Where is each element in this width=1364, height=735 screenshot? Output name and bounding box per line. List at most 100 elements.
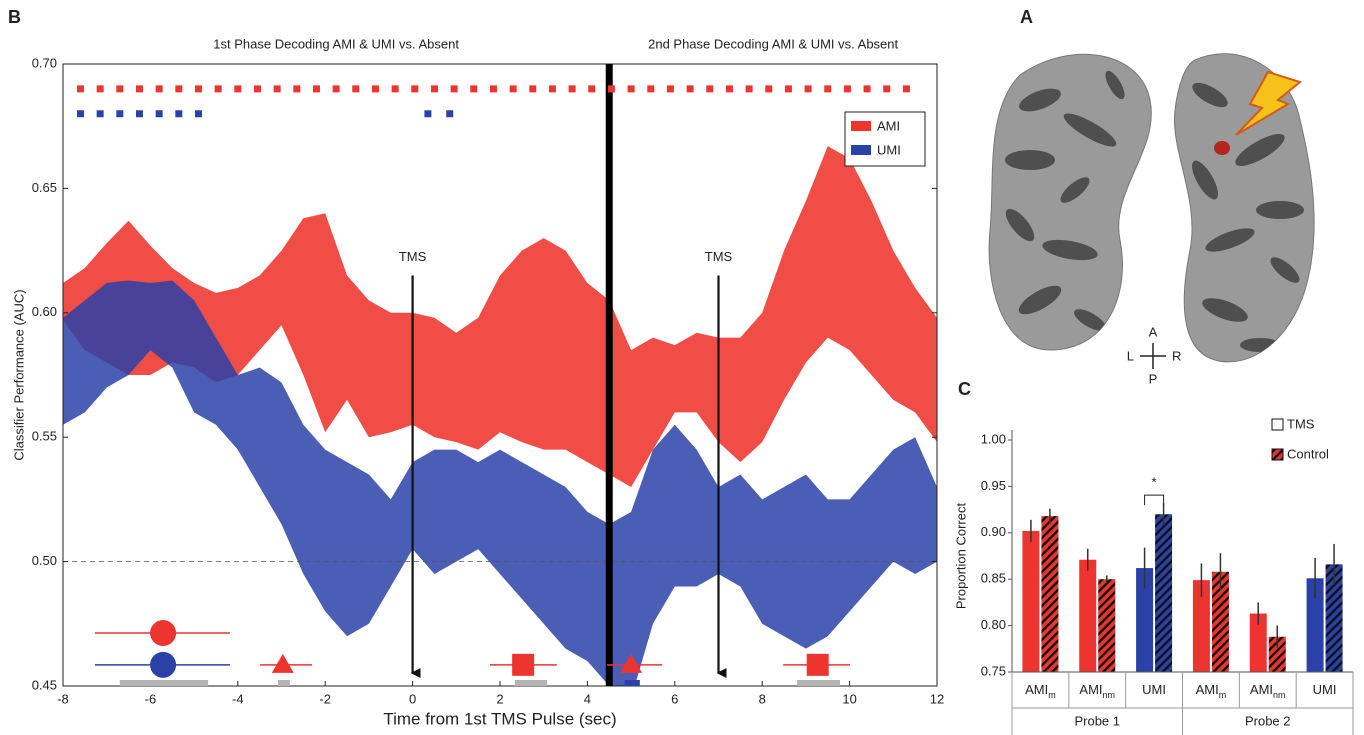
category-subscript: nm <box>1103 690 1116 700</box>
legend: AMI UMI <box>844 111 926 167</box>
range-bar <box>797 680 840 686</box>
category-name: AMI <box>1250 682 1273 697</box>
compass <box>1140 343 1166 369</box>
x-tick-label: -8 <box>57 691 69 706</box>
plot-area <box>63 146 937 686</box>
annotation: * <box>1152 475 1157 490</box>
significance-marker <box>863 85 871 93</box>
significance-marker <box>391 85 399 93</box>
significance-marker <box>588 85 596 93</box>
significance-marker <box>96 110 104 118</box>
significance-marker <box>824 85 832 93</box>
significance-marker <box>76 85 84 93</box>
x-tick-label: AMIm <box>1025 682 1056 700</box>
peak-marker <box>271 653 294 673</box>
significance-marker <box>784 85 792 93</box>
compass-label: L <box>1127 348 1134 363</box>
category-name: UMI <box>1142 682 1166 697</box>
range-bar <box>624 680 640 686</box>
y-tick-label: 0.50 <box>32 553 57 568</box>
x-tick-label: 0 <box>409 691 416 706</box>
y-axis-label: Proportion Correct <box>953 503 968 610</box>
significance-marker <box>175 85 183 93</box>
significance-marker <box>411 85 419 93</box>
significance-marker <box>194 85 202 93</box>
bar <box>1022 530 1040 672</box>
significance-marker <box>446 110 454 118</box>
y-tick-label: 0.45 <box>32 677 57 692</box>
tms-bolt <box>1235 70 1303 136</box>
significance-marker <box>902 85 910 93</box>
significance-marker <box>430 85 438 93</box>
sulci <box>1005 70 1125 331</box>
significance-bracket <box>1144 494 1165 506</box>
significance-marker <box>686 85 694 93</box>
brain-panel: A A P L R <box>988 7 1315 386</box>
legend-label: TMS <box>1287 416 1315 431</box>
bar <box>1211 571 1229 672</box>
y-tick-label: 0.80 <box>981 617 1006 632</box>
significance-marker <box>607 85 615 93</box>
x-tick-label: AMIm <box>1196 682 1227 700</box>
x-tick-label: UMI <box>1142 682 1166 697</box>
legend-swatch <box>851 121 871 131</box>
y-tick-label: 0.85 <box>981 571 1006 586</box>
x-tick-label: 6 <box>671 691 678 706</box>
y-tick-label: 0.70 <box>32 55 57 70</box>
x-tick-label: -4 <box>232 691 244 706</box>
significance-marker <box>470 85 478 93</box>
peak-marker <box>150 651 177 678</box>
y-tick-label: 1.00 <box>981 431 1006 446</box>
significance-marker <box>745 85 753 93</box>
range-bar <box>514 680 548 686</box>
category-name: AMI <box>1196 682 1219 697</box>
peak-marker <box>620 653 643 673</box>
panel-label: C <box>958 379 971 399</box>
significance-marker <box>450 85 458 93</box>
category-subscript: m <box>1048 690 1056 700</box>
legend-swatch <box>1271 418 1284 431</box>
significance-marker <box>312 85 320 93</box>
bar <box>1249 613 1267 672</box>
y-tick-label: 0.90 <box>981 524 1006 539</box>
x-tick-label: 12 <box>930 691 944 706</box>
panel-label: B <box>8 7 21 27</box>
group-label: Probe 1 <box>1074 713 1120 728</box>
category-name: UMI <box>1313 682 1337 697</box>
legend-swatch <box>851 145 871 155</box>
y-tick-label: 0.60 <box>32 304 57 319</box>
x-tick-label: -6 <box>145 691 157 706</box>
bar <box>1268 636 1286 672</box>
significance-marker <box>135 110 143 118</box>
legend-label: UMI <box>877 142 901 157</box>
category-name: AMI <box>1079 682 1102 697</box>
significance-marker <box>489 85 497 93</box>
significance-marker <box>155 110 163 118</box>
significance-marker <box>424 110 432 118</box>
significance-marker <box>332 85 340 93</box>
peak-marker <box>150 620 177 647</box>
left-hemisphere <box>988 53 1152 351</box>
group-label: Probe 2 <box>1245 713 1291 728</box>
significance-marker <box>116 85 124 93</box>
bar <box>1041 516 1059 672</box>
x-tick-label: AMInm <box>1079 682 1115 700</box>
legend-label: Control <box>1287 446 1329 461</box>
annotation: TMS <box>705 249 733 264</box>
x-tick-label: -2 <box>319 691 331 706</box>
activation <box>1214 141 1230 155</box>
bar <box>1155 514 1173 672</box>
y-axis-label: Classifier Performance (AUC) <box>11 289 26 460</box>
x-tick-label: 10 <box>842 691 856 706</box>
significance-marker <box>647 85 655 93</box>
confidence-band <box>63 280 937 686</box>
significance-marker <box>529 85 537 93</box>
sulci <box>1192 82 1304 352</box>
y-tick-label: 0.75 <box>981 663 1006 678</box>
significance-marker <box>371 85 379 93</box>
bar <box>1325 564 1343 672</box>
bar <box>1079 559 1097 672</box>
significance-marker <box>804 85 812 93</box>
